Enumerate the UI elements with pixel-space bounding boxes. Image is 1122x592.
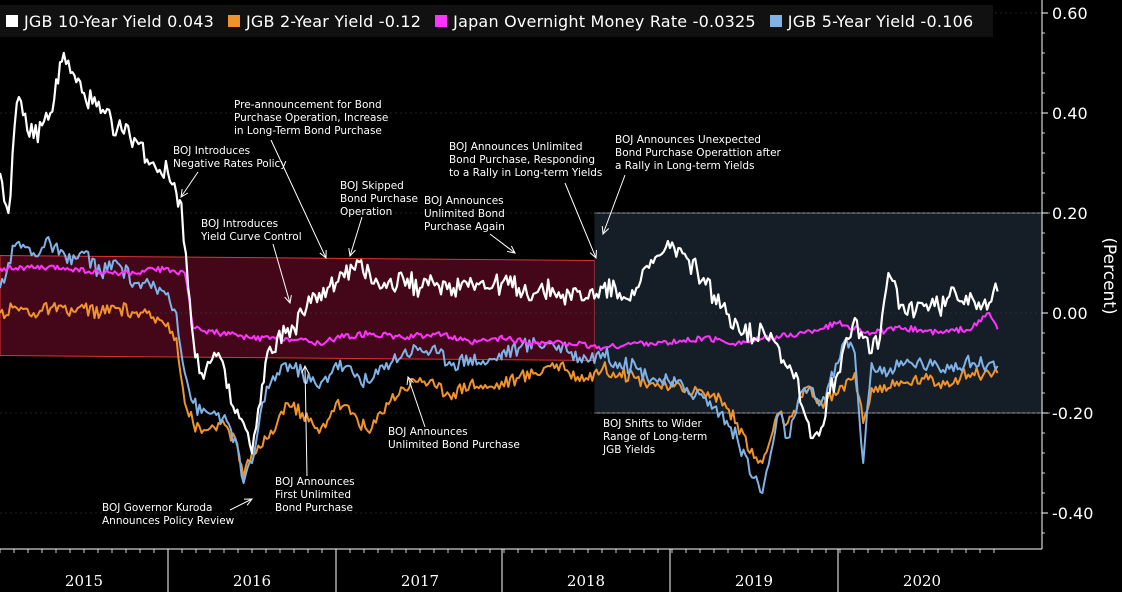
annotations: BOJ Introduces Negative Rates Policy Pre-a… <box>102 99 782 527</box>
arrow-head <box>243 498 254 506</box>
annotation-arrow-9 <box>229 498 254 511</box>
annotation-arrow-0 <box>180 171 199 198</box>
annotation-arrow-3 <box>348 216 363 258</box>
annotation-again: BOJ Announces Unlimited Bond Purchase Agai… <box>424 195 505 233</box>
x-tick-label-2018: 2018 <box>567 572 605 590</box>
legend-item-jgb2[interactable]: JGB 2-Year Yield -0.12 <box>227 11 422 31</box>
series-line-jgb10 <box>0 51 999 455</box>
arrow-shaft <box>489 233 516 254</box>
series-line-overnight <box>0 264 999 352</box>
arrow-head <box>406 375 414 386</box>
arrow-head <box>601 225 610 236</box>
arrow-shaft <box>564 182 597 259</box>
arrow-shaft <box>180 171 199 198</box>
arrow-shaft <box>349 216 363 257</box>
annotation-arrow-6 <box>601 174 626 236</box>
legend-label-jgb10: JGB 10-Year Yield 0.043 <box>24 11 214 31</box>
arrow-head <box>284 295 292 305</box>
annotation-ycc: BOJ Introduces Yield Curve Control <box>200 218 302 243</box>
legend-swatch-jgb10 <box>6 15 18 27</box>
legend-item-jgb10[interactable]: JGB 10-Year Yield 0.043 <box>6 12 214 31</box>
annotation-first: BOJ Announces First Unlimited Bond Purchas… <box>275 476 355 514</box>
legend-item-overnight[interactable]: Japan Overnight Money Rate -0.0325 <box>435 12 756 31</box>
arrow-head <box>319 249 327 260</box>
x-tick-label-2020: 2020 <box>903 572 941 590</box>
arrow-shaft <box>270 139 327 259</box>
annotation-wider: BOJ Shifts to Wider Range of Long-term JGB… <box>602 418 707 456</box>
annotation-arrow-2 <box>272 243 292 305</box>
annotation-arrows <box>180 139 626 511</box>
annotation-arrow-5 <box>564 182 597 260</box>
arrow-shaft <box>272 243 291 304</box>
annotation-skip: BOJ Skipped Bond Purchase Operation <box>340 180 418 218</box>
y-tick-label-5: 0.60 <box>1052 4 1088 23</box>
legend-swatch-jgb5 <box>769 15 782 27</box>
y-tick-label-2: 0.00 <box>1052 304 1088 323</box>
annotation-arrow-4 <box>489 233 516 254</box>
x-tick-label-2017: 2017 <box>401 572 439 590</box>
annotation-neg_rates: BOJ Introduces Negative Rates Policy <box>173 145 287 170</box>
y-tick-label-1: -0.20 <box>1052 404 1093 423</box>
x-tick-label-2015: 2015 <box>65 572 103 590</box>
arrow-shaft <box>407 376 426 428</box>
annotation-unl_resp: BOJ Announces Unlimited Bond Purchase, Re… <box>449 141 602 179</box>
arrow-shaft <box>602 174 626 235</box>
series-line-jgb5 <box>0 236 999 494</box>
x-tick-label-2016: 2016 <box>233 572 271 590</box>
arrow-shaft <box>304 365 308 477</box>
annotation-arrow-7 <box>406 375 426 428</box>
legend-label-overnight: Japan Overnight Money Rate -0.0325 <box>453 11 756 31</box>
series-layer <box>0 51 999 494</box>
annotation-arrow-8 <box>301 364 310 477</box>
arrow-head <box>589 249 597 260</box>
legend-swatch-jgb2 <box>227 15 240 27</box>
y-tick-label-0: -0.40 <box>1052 504 1093 523</box>
legend: JGB 10-Year Yield 0.043 JGB 2-Year Yield… <box>0 5 994 37</box>
legend-swatch-overnight <box>435 15 448 27</box>
arrow-head <box>301 364 310 374</box>
annotation-unl: BOJ Announces Unlimited Bond Purchase <box>388 426 520 451</box>
legend-label-jgb2: JGB 2-Year Yield -0.12 <box>245 11 422 31</box>
y-tick-label-4: 0.40 <box>1052 104 1088 123</box>
arrow-shaft <box>229 498 253 511</box>
y-tick-label-3: 0.20 <box>1052 204 1088 223</box>
x-tick-label-2019: 2019 <box>735 572 773 590</box>
arrow-head <box>348 248 356 258</box>
series-line-jgb2 <box>0 301 999 479</box>
y-axis-title: (Percent) <box>1099 237 1119 314</box>
annotation-review: BOJ Governor Kuroda Announces Policy Revi… <box>102 502 235 527</box>
arrow-head <box>507 245 516 254</box>
annotation-preann: Pre-announcement for Bond Purchase Operat… <box>234 99 388 137</box>
legend-item-jgb5[interactable]: JGB 5-Year Yield -0.106 <box>769 11 974 31</box>
legend-label-jgb5: JGB 5-Year Yield -0.106 <box>787 11 974 31</box>
annotation-unexp: BOJ Announces Unexpected Bond Purchase Op… <box>615 134 782 172</box>
arrow-head <box>180 189 189 198</box>
annotation-arrow-1 <box>270 139 327 260</box>
